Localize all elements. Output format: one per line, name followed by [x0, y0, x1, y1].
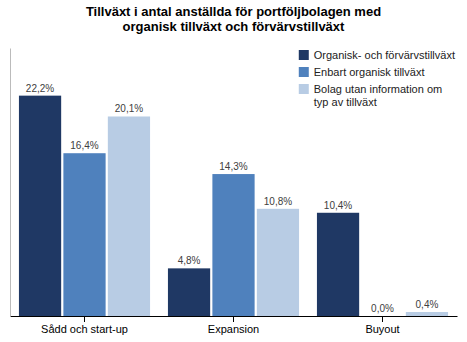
- data-labels: 22,2% 4,8% 10,4% 16,4% 14,3% 0,0% 20,1% 10,8% 0,…: [26, 83, 439, 314]
- bar: [168, 268, 210, 316]
- legend-label: Enbart organisk tillväxt: [314, 66, 425, 78]
- data-label: 22,2%: [26, 83, 54, 94]
- x-tick-label: Buyout: [365, 323, 399, 335]
- x-tick: Sådd och start-up: [41, 316, 128, 335]
- bar: [361, 316, 403, 317]
- x-tick: Expansion: [208, 316, 259, 335]
- legend-item: Organisk- och förvärvstillväxt: [299, 49, 455, 61]
- y-axis-line: [10, 49, 11, 317]
- bar: [317, 213, 359, 316]
- bar: [212, 174, 254, 316]
- title: Tillväxt i antal anställda för portföljb…: [86, 4, 381, 34]
- bar-series: [108, 116, 448, 316]
- legend-swatch: [299, 50, 309, 60]
- data-label: 10,8%: [264, 196, 292, 207]
- x-tick-mark: [382, 316, 383, 322]
- data-label: 16,4%: [70, 140, 98, 151]
- legend-label: Organisk- och förvärvstillväxt: [314, 49, 455, 61]
- x-axis: Sådd och start-up Expansion Buyout: [11, 316, 458, 335]
- data-label: 4,8%: [178, 255, 201, 266]
- x-tick-label: Expansion: [208, 323, 259, 335]
- bar: [108, 116, 150, 316]
- y-axis: [10, 49, 11, 317]
- legend-swatch: [299, 84, 309, 94]
- x-tick-mark: [233, 316, 234, 322]
- bars: [19, 96, 448, 316]
- chart: Tillväxt i antal anställda för portföljb…: [0, 0, 467, 342]
- legend-item: Enbart organisk tillväxt: [299, 66, 425, 78]
- data-label: 0,4%: [416, 299, 439, 310]
- bar-series: [63, 153, 254, 316]
- legend: Organisk- och förvärvstillväxt Enbart org…: [299, 49, 455, 108]
- data-label: 14,3%: [219, 161, 247, 172]
- bar-series: [19, 96, 359, 316]
- bar: [406, 312, 448, 316]
- bar: [63, 153, 105, 316]
- plot: Sådd och start-up Expansion Buyout 22,2% 4,8…: [11, 49, 458, 335]
- bar: [19, 96, 61, 316]
- legend-swatch: [299, 67, 309, 77]
- legend-item: Bolag utan information omtyp av tillväxt: [299, 83, 442, 108]
- data-label: 10,4%: [324, 200, 352, 211]
- data-label: 20,1%: [115, 103, 143, 114]
- data-label: 0,0%: [371, 303, 394, 314]
- bar: [257, 209, 299, 316]
- legend-label: Bolag utan information omtyp av tillväxt: [314, 83, 442, 108]
- x-tick-mark: [84, 316, 85, 322]
- x-tick: Buyout: [365, 316, 399, 335]
- x-tick-label: Sådd och start-up: [41, 323, 128, 335]
